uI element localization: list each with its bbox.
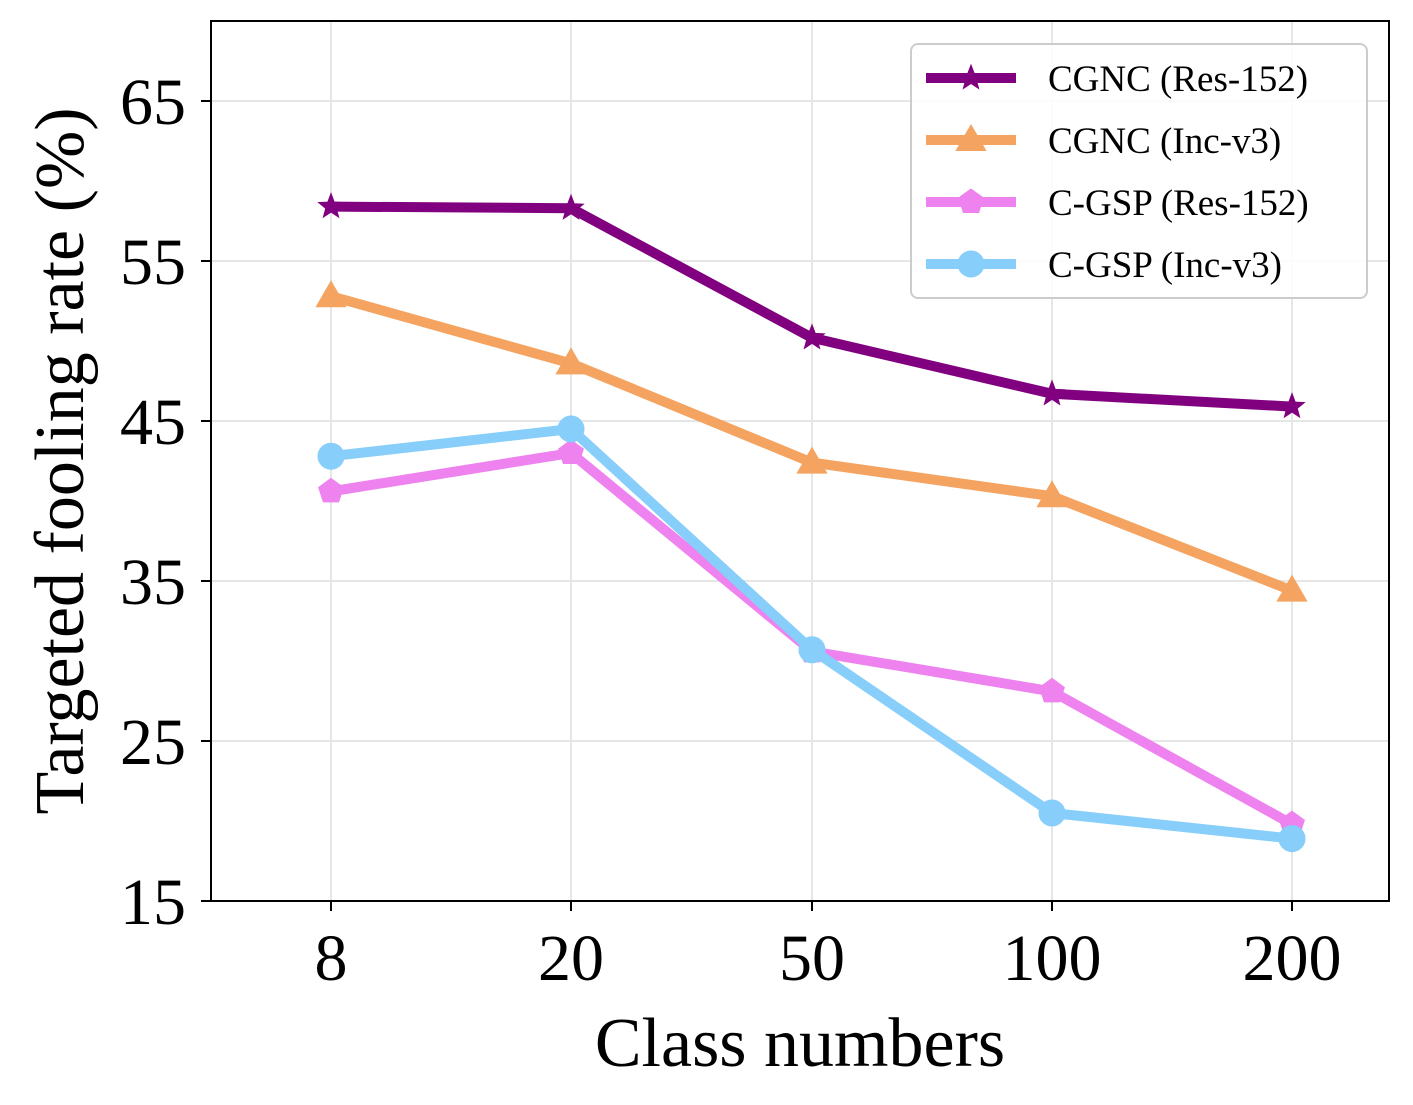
x-tick-label: 20 xyxy=(538,922,604,995)
x-tick-label: 100 xyxy=(1003,922,1102,995)
series-3 xyxy=(317,415,1306,853)
data-point xyxy=(317,442,345,470)
x-tick-label: 50 xyxy=(779,922,845,995)
legend-marker xyxy=(955,123,987,151)
x-tick-label: 8 xyxy=(315,922,348,995)
series-layer xyxy=(315,192,1308,853)
x-axis-title: Class numbers xyxy=(595,1005,1005,1082)
data-point xyxy=(1038,379,1066,406)
legend-label: CGNC (Inc-v3) xyxy=(1048,121,1281,162)
data-point xyxy=(798,636,826,664)
legend-label: CGNC (Res-152) xyxy=(1048,59,1308,100)
x-tick-label: 200 xyxy=(1243,922,1342,995)
data-point xyxy=(796,446,828,474)
y-tick-label: 45 xyxy=(120,386,186,459)
data-point xyxy=(1278,392,1306,419)
legend-label: C-GSP (Res-152) xyxy=(1048,183,1309,224)
x-ticks: 8 20 50 100 200 xyxy=(315,901,1342,995)
data-point xyxy=(558,439,584,465)
data-point xyxy=(317,192,345,219)
data-point xyxy=(1038,799,1066,827)
y-tick-label: 25 xyxy=(120,706,186,779)
series-0 xyxy=(317,192,1306,419)
data-point xyxy=(557,415,585,443)
legend-entry: CGNC (Res-152) xyxy=(926,59,1308,100)
y-axis-title: Targeted fooling rate (%) xyxy=(22,107,99,814)
data-point xyxy=(315,280,347,308)
legend-entry: CGNC (Inc-v3) xyxy=(926,121,1281,162)
legend-entry: C-GSP (Res-152) xyxy=(926,183,1309,224)
legend-marker xyxy=(957,63,985,90)
data-point xyxy=(798,323,826,350)
data-point xyxy=(1039,677,1065,703)
legend-box xyxy=(910,43,1368,299)
y-tick-label: 65 xyxy=(120,66,186,139)
data-point xyxy=(318,477,344,503)
plot-frame xyxy=(210,20,1390,902)
y-tick-label: 55 xyxy=(120,226,186,299)
data-point xyxy=(557,193,585,220)
y-tick-label: 15 xyxy=(120,866,186,939)
series-1 xyxy=(315,280,1308,602)
data-point xyxy=(1036,480,1068,508)
data-point xyxy=(555,347,587,375)
legend-label: C-GSP (Inc-v3) xyxy=(1048,245,1282,286)
legend-marker xyxy=(958,188,984,214)
y-tick-label: 35 xyxy=(120,546,186,619)
data-point xyxy=(1278,825,1306,853)
legend-marker xyxy=(957,250,985,278)
y-ticks: 15 25 35 45 55 65 xyxy=(120,66,211,939)
legend: CGNC (Res-152) CGNC (Inc-v3) C-GSP (Res-15… xyxy=(910,43,1368,299)
legend-entry: C-GSP (Inc-v3) xyxy=(926,245,1282,286)
data-point xyxy=(1276,574,1308,602)
